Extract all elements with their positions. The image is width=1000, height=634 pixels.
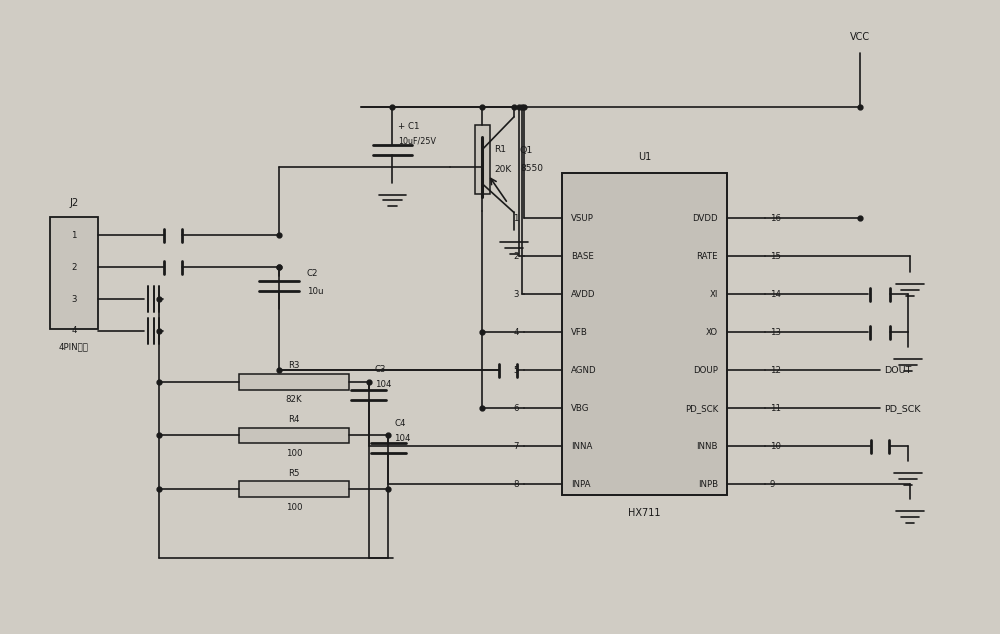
Text: C2: C2 [307, 269, 318, 278]
Text: INPA: INPA [571, 479, 590, 489]
Text: DOUP: DOUP [693, 366, 718, 375]
Bar [239, 374, 349, 390]
Text: VSUP: VSUP [571, 214, 594, 223]
Text: 104: 104 [375, 380, 391, 389]
Text: BASE: BASE [571, 252, 594, 261]
Text: 14: 14 [770, 290, 781, 299]
Text: R5: R5 [288, 469, 300, 478]
Bar [562, 172, 727, 495]
Text: J2: J2 [69, 198, 79, 209]
Text: 5: 5 [513, 366, 519, 375]
Bar [50, 217, 98, 329]
Text: C3: C3 [375, 365, 386, 374]
Text: HX711: HX711 [628, 508, 661, 518]
Text: 3: 3 [71, 295, 77, 304]
Text: R1: R1 [494, 145, 506, 153]
Text: 100: 100 [286, 503, 302, 512]
Text: 100: 100 [286, 449, 302, 458]
Text: 82K: 82K [286, 395, 302, 404]
Text: 2: 2 [71, 262, 77, 272]
Bar [239, 427, 349, 443]
Text: R4: R4 [288, 415, 300, 424]
Text: VCC: VCC [850, 32, 870, 42]
Text: AVDD: AVDD [571, 290, 595, 299]
Text: RATE: RATE [696, 252, 718, 261]
Text: 10uF/25V: 10uF/25V [398, 136, 436, 145]
Bar [475, 125, 490, 193]
Text: 8550: 8550 [520, 164, 543, 173]
Text: 4: 4 [513, 328, 519, 337]
Text: U1: U1 [638, 152, 651, 162]
Text: INNA: INNA [571, 442, 592, 451]
Text: VFB: VFB [571, 328, 588, 337]
Text: INNB: INNB [697, 442, 718, 451]
Text: 2: 2 [513, 252, 519, 261]
Text: XO: XO [706, 328, 718, 337]
Text: 6: 6 [513, 404, 519, 413]
Text: 8: 8 [513, 479, 519, 489]
Text: 20K: 20K [494, 165, 511, 174]
Text: 104: 104 [394, 434, 411, 443]
Text: VBG: VBG [571, 404, 589, 413]
Text: R3: R3 [288, 361, 300, 370]
Text: Q1: Q1 [520, 146, 533, 155]
Text: 11: 11 [770, 404, 781, 413]
Text: 4PIN接口: 4PIN接口 [59, 342, 89, 351]
Text: PD_SCK: PD_SCK [884, 404, 921, 413]
Text: 9: 9 [770, 479, 775, 489]
Text: C4: C4 [394, 419, 406, 428]
Text: DOUT: DOUT [884, 366, 912, 375]
Text: AGND: AGND [571, 366, 596, 375]
Text: + C1: + C1 [398, 122, 420, 131]
Text: 1: 1 [71, 231, 77, 240]
Text: 12: 12 [770, 366, 781, 375]
Text: 3: 3 [513, 290, 519, 299]
Text: 7: 7 [513, 442, 519, 451]
Text: 10u: 10u [307, 287, 323, 295]
Text: DVDD: DVDD [692, 214, 718, 223]
Text: INPB: INPB [698, 479, 718, 489]
Text: 16: 16 [770, 214, 781, 223]
Text: XI: XI [710, 290, 718, 299]
Text: 4: 4 [71, 327, 77, 335]
Text: 13: 13 [770, 328, 781, 337]
Bar [239, 481, 349, 497]
Text: 10: 10 [770, 442, 781, 451]
Text: 15: 15 [770, 252, 781, 261]
Text: PD_SCK: PD_SCK [685, 404, 718, 413]
Text: 1: 1 [513, 214, 519, 223]
